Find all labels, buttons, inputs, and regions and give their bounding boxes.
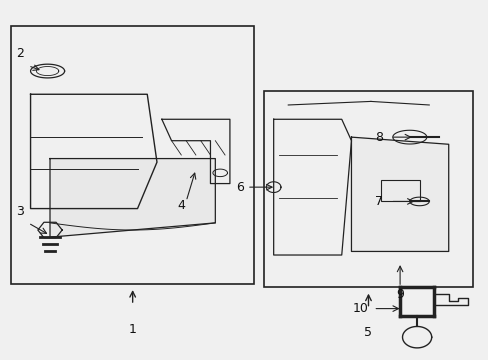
Text: 7: 7: [374, 195, 382, 208]
Text: 6: 6: [235, 181, 243, 194]
Text: 10: 10: [352, 302, 368, 315]
Bar: [380, 180, 419, 202]
Text: 2: 2: [16, 47, 24, 60]
Bar: [264, 91, 472, 287]
Text: 1: 1: [128, 323, 136, 336]
Text: 5: 5: [364, 327, 372, 339]
Polygon shape: [351, 137, 448, 251]
Text: 4: 4: [177, 199, 185, 212]
Text: 9: 9: [395, 288, 403, 301]
Text: 3: 3: [16, 204, 24, 217]
Polygon shape: [50, 158, 215, 237]
Bar: [11, 26, 254, 284]
Text: 8: 8: [374, 131, 382, 144]
